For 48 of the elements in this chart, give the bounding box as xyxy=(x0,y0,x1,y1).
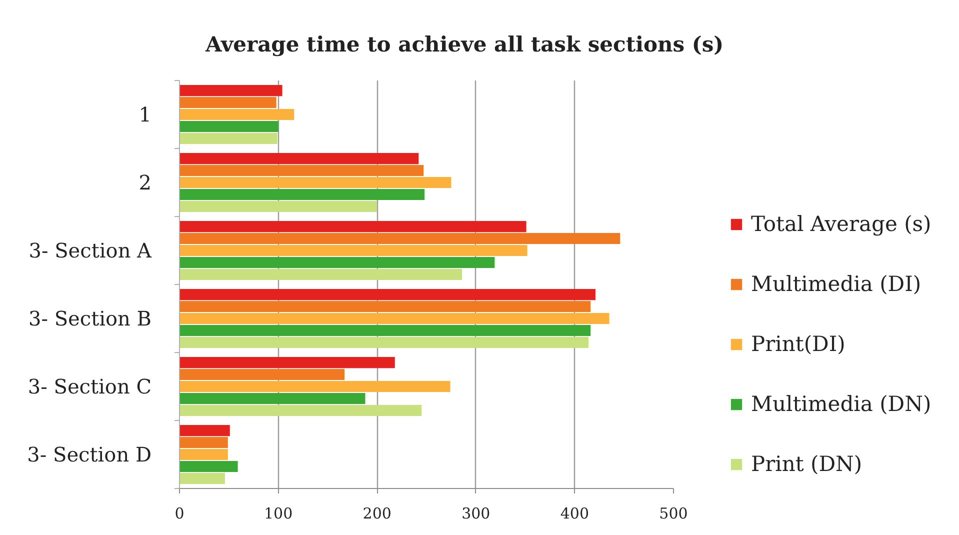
bar xyxy=(180,153,419,164)
bar xyxy=(180,176,452,188)
y-tick-label: 3- Section D xyxy=(27,442,152,466)
bar xyxy=(180,425,230,436)
y-tick-label: 1 xyxy=(138,102,152,126)
bar xyxy=(180,120,278,132)
bar xyxy=(180,460,238,472)
bar xyxy=(180,336,589,348)
bar xyxy=(180,233,620,244)
bar xyxy=(180,369,344,380)
bar xyxy=(180,108,294,120)
bar xyxy=(180,221,526,232)
x-tick-label: 200 xyxy=(362,504,392,522)
bar xyxy=(180,85,282,96)
y-tick-label: 2 xyxy=(138,170,152,194)
y-tick-label: 3- Section C xyxy=(28,374,152,398)
bar xyxy=(180,324,591,336)
x-tick-label: 300 xyxy=(462,504,490,522)
legend-label: Multimedia (DI) xyxy=(751,272,922,296)
y-tick-label: 3- Section A xyxy=(28,238,152,262)
bar xyxy=(180,301,591,312)
bar xyxy=(180,380,450,392)
legend-label: Print(DI) xyxy=(751,332,846,356)
x-tick-label: 0 xyxy=(174,504,184,522)
legend-label: Total Average (s) xyxy=(751,212,932,236)
bar xyxy=(180,312,610,324)
bar xyxy=(180,404,422,416)
bar xyxy=(180,268,462,280)
x-tick-label: 100 xyxy=(264,504,293,522)
bar xyxy=(180,437,228,448)
chart-title: Average time to achieve all task sections (s) xyxy=(204,32,724,56)
bar xyxy=(180,256,495,268)
bar xyxy=(180,357,395,368)
legend-label: Print (DN) xyxy=(751,452,862,476)
bar xyxy=(180,448,228,460)
bar xyxy=(180,392,366,404)
bar xyxy=(180,289,596,300)
bar xyxy=(180,472,225,484)
legend-label: Multimedia (DN) xyxy=(751,392,932,416)
bar xyxy=(180,244,528,256)
bar xyxy=(180,165,424,176)
bar xyxy=(180,97,276,108)
x-tick-label: 500 xyxy=(659,504,688,522)
y-tick-label: 3- Section B xyxy=(28,306,152,330)
x-tick-label: 400 xyxy=(560,504,590,522)
bar xyxy=(180,200,378,212)
bar xyxy=(180,188,425,200)
bar xyxy=(180,132,278,144)
